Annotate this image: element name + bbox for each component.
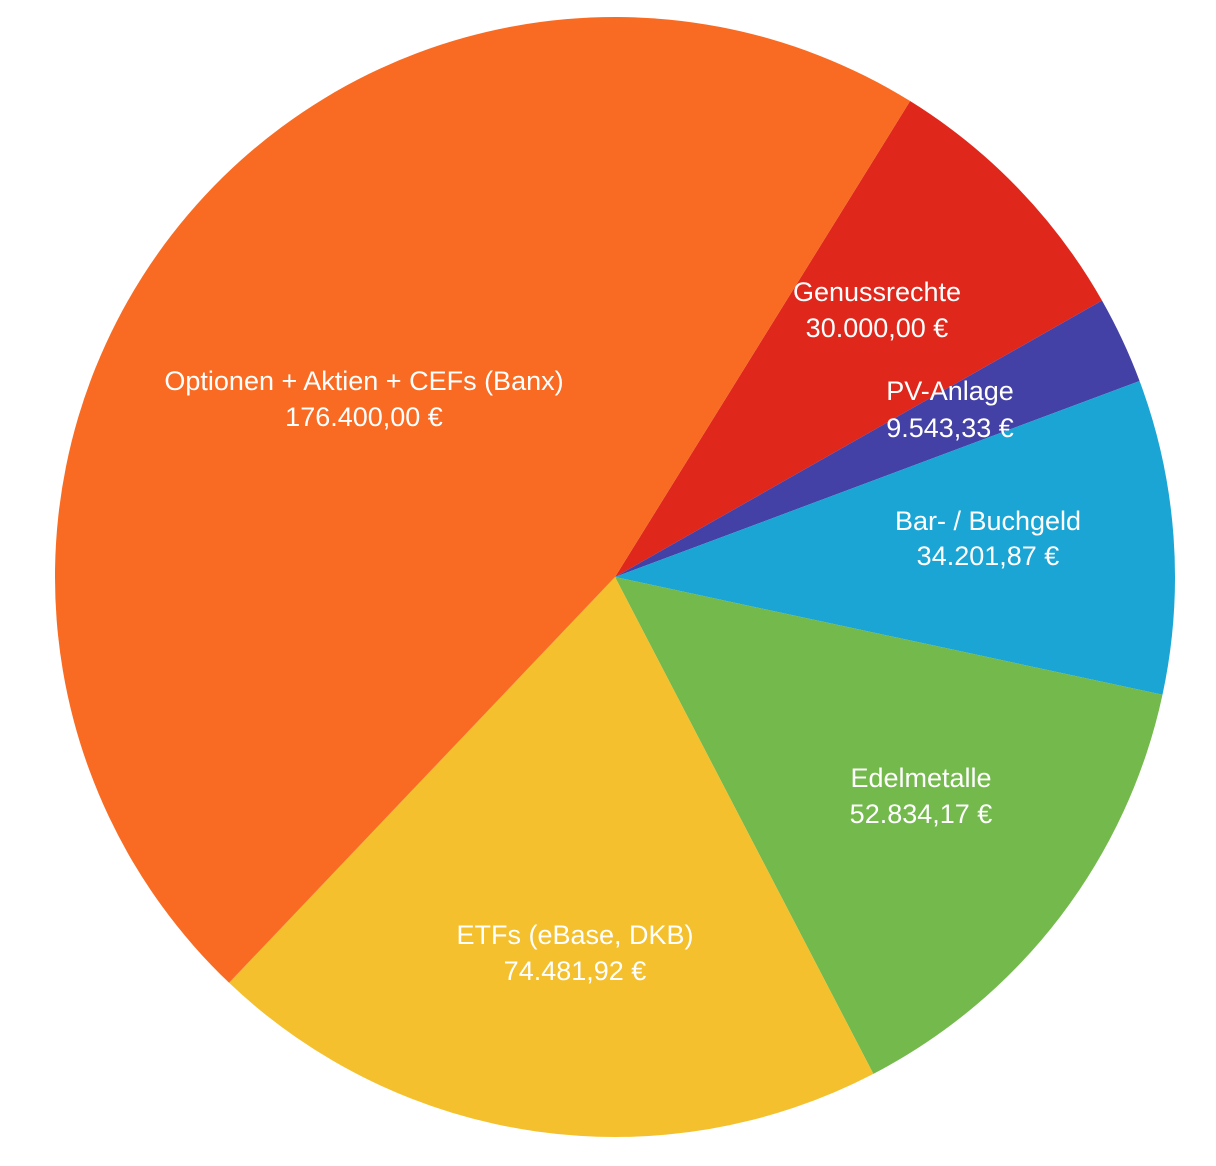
slice-value-edelmetalle: 52.834,17 € (850, 799, 993, 829)
slice-value-bar-buchgeld: 34.201,87 € (917, 541, 1060, 571)
pie-slice-5 (54, 16, 911, 983)
slice-value-pv-anlage: 9.543,33 € (886, 413, 1014, 443)
pie-slice-1 (615, 300, 1140, 577)
slice-label-pv-anlage: PV-Anlage (886, 376, 1014, 406)
pie-labels: Genussrechte 30.000,00 € PV-Anlage 9.543… (164, 277, 1081, 986)
pie-slice-2 (615, 381, 1175, 695)
slice-label-optionen-aktien-cefs: Optionen + Aktien + CEFs (Banx) (164, 366, 563, 396)
slice-value-optionen-aktien-cefs: 176.400,00 € (285, 402, 443, 432)
pie-slice-3 (615, 577, 1163, 1074)
slice-value-etfs: 74.481,92 € (504, 956, 647, 986)
pie-slices (54, 16, 1175, 1137)
slice-label-etfs: ETFs (eBase, DKB) (456, 920, 693, 950)
pie-slice-0 (615, 101, 1102, 577)
slice-label-genussrechte: Genussrechte (793, 277, 961, 307)
slice-label-bar-buchgeld: Bar- / Buchgeld (895, 506, 1081, 536)
pie-slice-4 (229, 577, 874, 1137)
slice-label-edelmetalle: Edelmetalle (850, 763, 991, 793)
slice-value-genussrechte: 30.000,00 € (806, 313, 949, 343)
